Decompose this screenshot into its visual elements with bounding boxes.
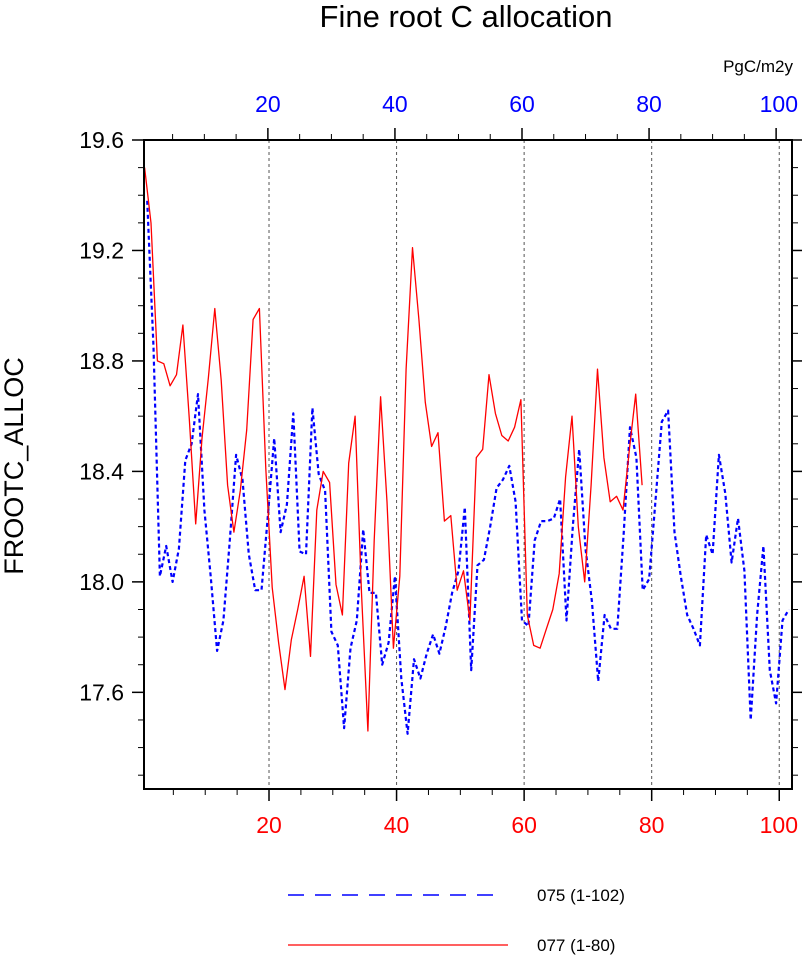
top-x-tick-labels: 20 40 60 80 100 [255,91,798,117]
chart-title: Fine root C allocation [320,0,613,34]
series-lines [143,167,790,735]
bottom-x-tick-label: 20 [256,812,282,838]
series-line-2 [143,167,643,732]
bottom-x-tick-label: 60 [511,812,537,838]
legend-label-series-2: 077 (1-80) [537,936,615,955]
plot-frame [143,139,793,790]
bottom-x-tick-labels: 20 40 60 80 100 [256,812,798,838]
y-tick-label: 18.8 [79,348,124,374]
bottom-x-tick-label: 100 [760,812,798,838]
top-x-tick-label: 40 [382,91,408,117]
bottom-x-tick-label: 80 [639,812,665,838]
top-x-tick-label: 20 [255,91,281,117]
units-label: PgC/m2y [723,57,793,76]
y-tick-label: 17.6 [79,679,124,705]
y-axis-label: FROOTC_ALLOC [0,357,29,575]
legend: 075 (1-102) 077 (1-80) [288,886,625,955]
y-tick-label: 19.6 [79,127,124,153]
top-x-tick-label: 60 [509,91,535,117]
vertical-gridlines [268,140,780,789]
top-x-tick-label: 80 [636,91,662,117]
y-tick-label: 19.2 [79,237,124,263]
y-tick-label: 18.4 [79,458,124,484]
legend-label-series-1: 075 (1-102) [537,886,625,905]
y-tick-label: 18.0 [79,569,124,595]
y-tick-labels: 19.6 19.2 18.8 18.4 18.0 17.6 [79,127,124,705]
bottom-x-tick-label: 40 [384,812,410,838]
axis-ticks [132,128,802,801]
series-line-1 [146,200,790,735]
top-x-tick-label: 100 [760,91,798,117]
